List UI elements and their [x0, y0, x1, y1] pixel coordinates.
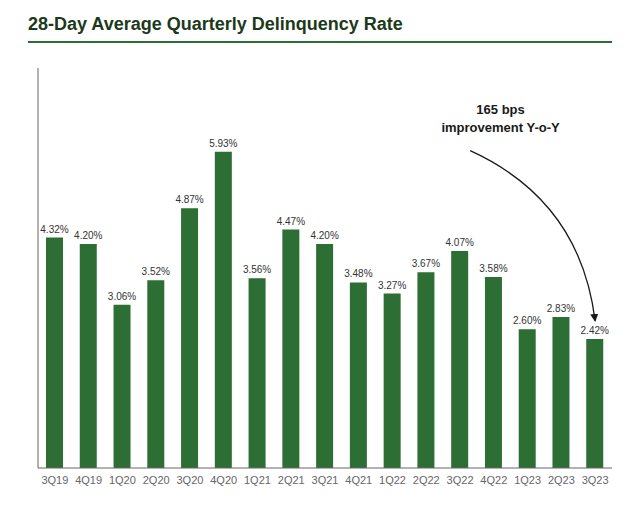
- svg-text:4.32%: 4.32%: [40, 224, 68, 235]
- svg-text:2Q22: 2Q22: [413, 474, 440, 486]
- svg-text:4.87%: 4.87%: [175, 194, 203, 205]
- svg-text:2.60%: 2.60%: [513, 315, 541, 326]
- svg-text:2Q21: 2Q21: [278, 474, 305, 486]
- svg-text:3.06%: 3.06%: [108, 291, 136, 302]
- svg-text:3.27%: 3.27%: [378, 280, 406, 291]
- svg-text:4.47%: 4.47%: [277, 216, 305, 227]
- svg-text:4.20%: 4.20%: [310, 230, 338, 241]
- svg-text:165 bpsimprovement Y-o-Y: 165 bpsimprovement Y-o-Y: [441, 102, 560, 135]
- svg-text:3.67%: 3.67%: [412, 258, 440, 269]
- svg-text:3Q20: 3Q20: [176, 474, 203, 486]
- svg-text:4Q22: 4Q22: [480, 474, 507, 486]
- html-text:28-Day Average Quarterly Delin: 28-Day Average Quarterly Delinquency Rat…: [28, 14, 403, 34]
- svg-text:4Q21: 4Q21: [345, 474, 372, 486]
- svg-text:4.20%: 4.20%: [74, 230, 102, 241]
- svg-text:3.56%: 3.56%: [243, 264, 271, 275]
- svg-text:1Q23: 1Q23: [514, 474, 541, 486]
- svg-text:1Q20: 1Q20: [109, 474, 136, 486]
- svg-text:1Q22: 1Q22: [379, 474, 406, 486]
- svg-text:2.83%: 2.83%: [547, 303, 575, 314]
- svg-text:3Q21: 3Q21: [312, 474, 339, 486]
- svg-text:2Q23: 2Q23: [548, 474, 575, 486]
- svg-text:3Q22: 3Q22: [447, 474, 474, 486]
- svg-text:3.48%: 3.48%: [344, 268, 372, 279]
- svg-text:5.93%: 5.93%: [209, 138, 237, 149]
- svg-text:2.42%: 2.42%: [581, 325, 609, 336]
- svg-text:3.52%: 3.52%: [142, 266, 170, 277]
- svg-text:3.58%: 3.58%: [479, 263, 507, 274]
- svg-text:4Q20: 4Q20: [210, 474, 237, 486]
- svg-text:1Q21: 1Q21: [244, 474, 271, 486]
- svg-text:4.07%: 4.07%: [445, 237, 473, 248]
- svg-text:4Q19: 4Q19: [75, 474, 102, 486]
- svg-text:3Q23: 3Q23: [582, 474, 609, 486]
- svg-text:3Q19: 3Q19: [41, 474, 68, 486]
- svg-text:2Q20: 2Q20: [143, 474, 170, 486]
